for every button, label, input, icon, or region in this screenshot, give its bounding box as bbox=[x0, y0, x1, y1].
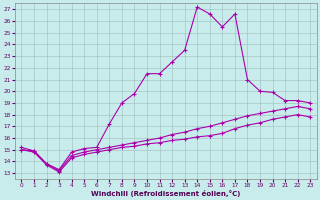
X-axis label: Windchill (Refroidissement éolien,°C): Windchill (Refroidissement éolien,°C) bbox=[91, 190, 241, 197]
